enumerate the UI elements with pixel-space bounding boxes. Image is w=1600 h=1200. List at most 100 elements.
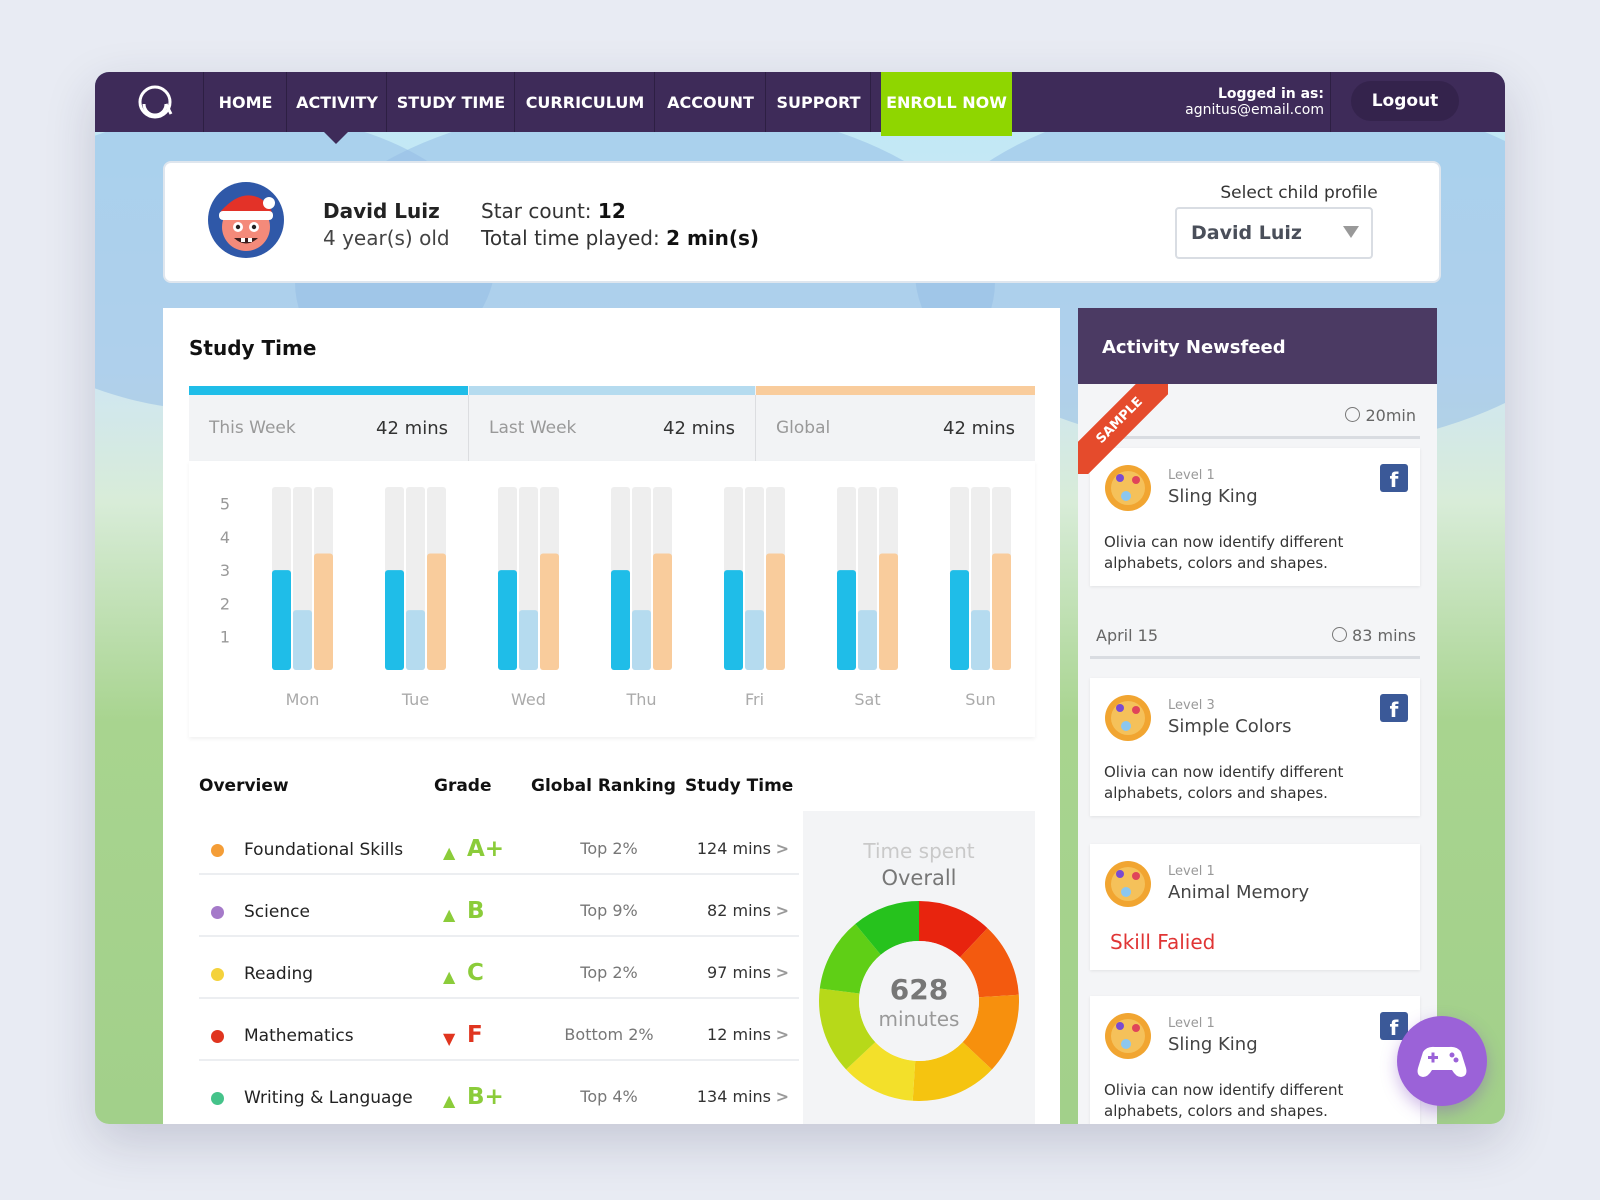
table-row[interactable]: Science ▲ B Top 9% 82 mins > [199, 873, 799, 937]
x-tick-label: Wed [511, 690, 546, 709]
table-row[interactable]: Mathematics ▼ F Bottom 2% 12 mins > [199, 997, 799, 1061]
bar-this-week[interactable] [837, 570, 856, 670]
feed-date: April 15 [1096, 626, 1159, 645]
game-badge-icon [1105, 695, 1151, 741]
bar-global[interactable] [766, 553, 785, 670]
chevron-right-icon[interactable]: > [775, 1025, 789, 1044]
facebook-share-icon[interactable]: f [1380, 464, 1408, 492]
child-avatar[interactable] [207, 181, 285, 259]
subject-dot [211, 906, 224, 919]
tab-color-bar [189, 386, 468, 395]
donut-segment [960, 928, 1019, 998]
table-row[interactable]: Writing & Language ▲ B+ Top 4% 134 mins … [199, 1059, 799, 1121]
facebook-share-icon[interactable]: f [1380, 1012, 1408, 1040]
tab-this-week[interactable]: This Week 42 mins [189, 386, 468, 461]
x-tick-label: Sat [854, 690, 880, 709]
select-child-label: Select child profile [1220, 183, 1378, 203]
feed-card[interactable]: Level 1 Sling King f Olivia can now iden… [1090, 996, 1420, 1124]
bar-last-week[interactable] [519, 610, 538, 670]
bar-global[interactable] [653, 553, 672, 670]
time-spent-label: Time spent [863, 839, 975, 863]
nav-activity[interactable]: ACTIVITY [286, 72, 387, 132]
bar-global[interactable] [314, 553, 333, 670]
trend-icon: ▲ [443, 967, 456, 986]
bar-last-week[interactable] [971, 610, 990, 670]
overview-header: Overview [199, 776, 289, 796]
child-profile-select[interactable]: David Luiz [1175, 207, 1373, 259]
feed-card-level: Level 1 [1168, 1016, 1215, 1031]
star-count-value: 12 [597, 199, 626, 223]
trend-icon: ▼ [443, 1029, 456, 1048]
feed-card-level: Level 1 [1168, 864, 1215, 879]
grade-value: A+ [467, 836, 505, 862]
bar-last-week[interactable] [858, 610, 877, 670]
chevron-right-icon[interactable]: > [775, 839, 789, 858]
newsfeed-header: Activity Newsfeed [1078, 308, 1437, 384]
chevron-right-icon[interactable]: > [775, 963, 789, 982]
bar-global[interactable] [540, 553, 559, 670]
study-time-chart: 1 2 3 4 5 Mon Tue Wed Thu Fri Sat Sun [189, 461, 1035, 737]
skill-failed-text: Skill Falied [1110, 930, 1216, 954]
y-tick-label: 3 [220, 561, 230, 580]
x-tick-label: Sun [965, 690, 995, 709]
total-minutes-unit: minutes [878, 1007, 960, 1031]
bar-last-week[interactable] [632, 610, 651, 670]
game-controller-button[interactable] [1397, 1016, 1487, 1106]
bar-last-week[interactable] [293, 610, 312, 670]
logout-button[interactable]: Logout [1351, 81, 1459, 121]
bar-this-week[interactable] [950, 570, 969, 670]
tab-value: 42 mins [663, 418, 735, 439]
trend-icon: ▲ [443, 843, 456, 862]
nav-support[interactable]: SUPPORT [765, 72, 871, 132]
y-tick-label: 2 [220, 594, 230, 613]
facebook-share-icon[interactable]: f [1380, 694, 1408, 722]
study-time-value: 12 mins [707, 1025, 771, 1044]
bar-this-week[interactable] [385, 570, 404, 670]
feed-card[interactable]: Level 1 Animal Memory Skill Falied [1090, 844, 1420, 970]
table-row[interactable]: Reading ▲ C Top 2% 97 mins > [199, 935, 799, 999]
ranking-value: Top 4% [580, 1087, 638, 1106]
app-window: HOME ACTIVITY STUDY TIME CURRICULUM ACCO… [95, 72, 1505, 1124]
global-ranking-header: Global Ranking [531, 776, 676, 796]
child-age: 4 year(s) old [323, 226, 450, 250]
grade-value: B [467, 898, 485, 924]
tab-global[interactable]: Global 42 mins [756, 386, 1035, 461]
ranking-value: Top 9% [580, 901, 638, 920]
chevron-right-icon[interactable]: > [775, 901, 789, 920]
app-logo-icon[interactable] [135, 82, 175, 122]
nav-enroll-now[interactable]: ENROLL NOW [881, 72, 1012, 136]
star-count: Star count: 12 [481, 199, 626, 223]
tab-color-bar [756, 386, 1035, 395]
study-time-title: Study Time [189, 336, 317, 360]
table-row[interactable]: Foundational Skills ▲ A+ Top 2% 124 mins… [199, 811, 799, 875]
bar-this-week[interactable] [724, 570, 743, 670]
dropdown-arrow-icon [1343, 226, 1359, 238]
bar-last-week[interactable] [406, 610, 425, 670]
x-tick-label: Tue [401, 690, 429, 709]
nav-account[interactable]: ACCOUNT [654, 72, 766, 132]
time-spent-donut [819, 901, 1019, 1101]
tab-divider [468, 395, 469, 461]
tab-last-week[interactable]: Last Week 42 mins [469, 386, 755, 461]
bar-this-week[interactable] [611, 570, 630, 670]
feed-card[interactable]: Level 3 Simple Colors f Olivia can now i… [1090, 678, 1420, 816]
chevron-right-icon[interactable]: > [775, 1087, 789, 1106]
bar-global[interactable] [879, 553, 898, 670]
bar-this-week[interactable] [272, 570, 291, 670]
bar-last-week[interactable] [745, 610, 764, 670]
feed-card[interactable]: Level 1 Sling King f Olivia can now iden… [1090, 448, 1420, 586]
tab-divider [755, 395, 756, 461]
bar-global[interactable] [427, 553, 446, 670]
donut-segment [962, 994, 1019, 1070]
time-played-value: 2 min(s) [666, 226, 760, 250]
active-nav-caret [324, 132, 348, 144]
feed-card-title: Sling King [1168, 486, 1258, 507]
bar-global[interactable] [992, 553, 1011, 670]
nav-study-time[interactable]: STUDY TIME [386, 72, 515, 132]
grade-value: B+ [467, 1084, 504, 1110]
nav-home[interactable]: HOME [203, 72, 287, 132]
feed-date-row: April 15 83 mins [1090, 612, 1420, 659]
bar-this-week[interactable] [498, 570, 517, 670]
nav-curriculum[interactable]: CURRICULUM [514, 72, 655, 132]
subject-name: Reading [244, 964, 314, 984]
